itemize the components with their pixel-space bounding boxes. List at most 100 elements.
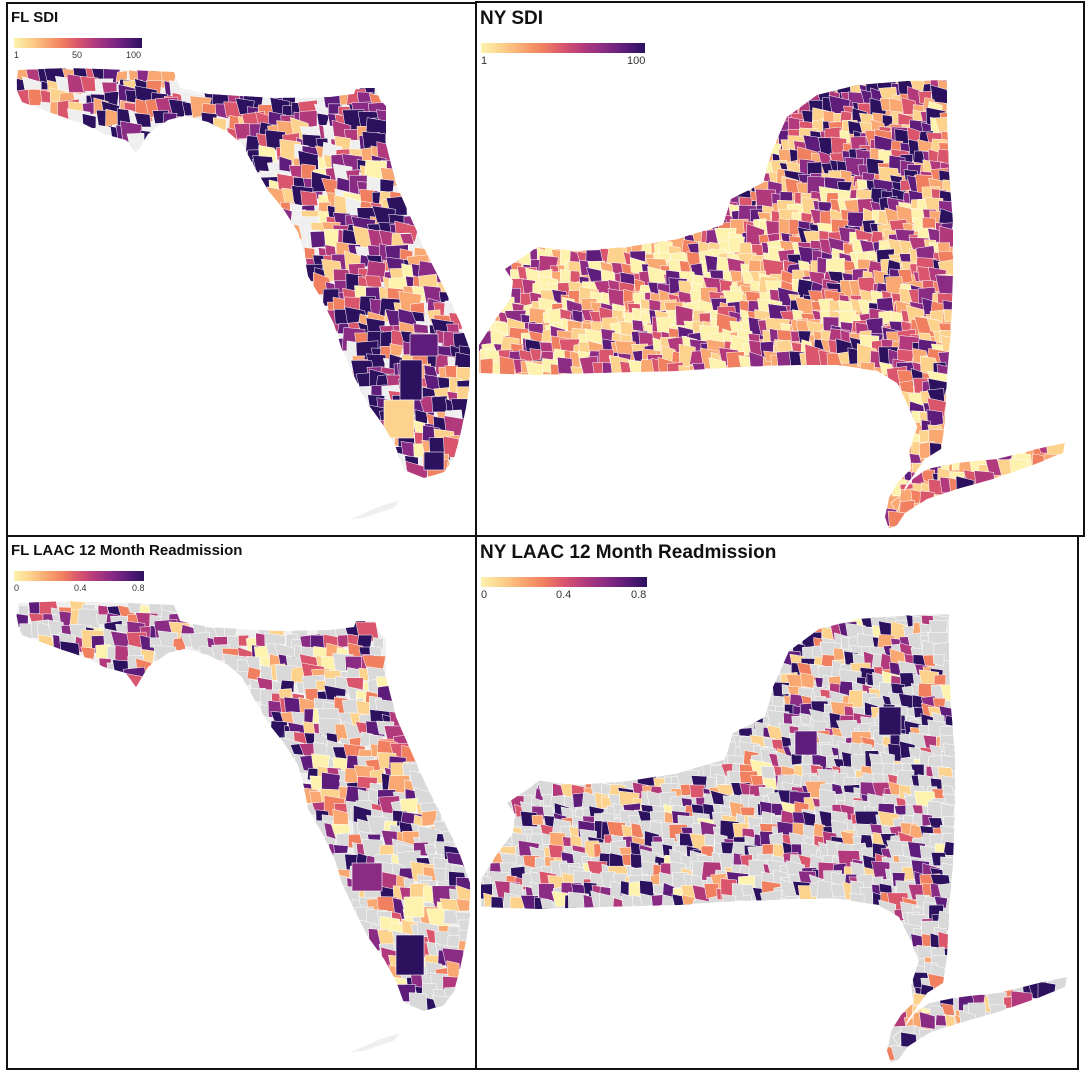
legend-gradient-bar (14, 571, 144, 581)
region-polygon (531, 814, 544, 826)
region-polygon (790, 753, 803, 766)
region-polygon (911, 462, 923, 474)
region-polygon (570, 366, 584, 377)
region-polygon (896, 348, 916, 363)
fl-laac-panel: FL LAAC 12 Month Readmission 0 0.4 0.8 (6, 535, 478, 1070)
legend-gradient-bar (14, 38, 142, 48)
region-polygon (922, 654, 936, 667)
region-polygon (932, 653, 945, 667)
region-polygon (379, 178, 395, 193)
region-polygon (632, 319, 644, 332)
region-polygon (973, 470, 996, 491)
region-polygon (721, 894, 737, 909)
ny-laac-panel: NY LAAC 12 Month Readmission 0 0.4 0.8 (475, 535, 1079, 1070)
new-york-choropleth-map (478, 79, 1066, 530)
region-polygon (403, 896, 425, 918)
region-polygon (423, 451, 445, 471)
region-polygon (300, 190, 319, 206)
region-polygon (399, 797, 419, 814)
region-polygon (943, 309, 956, 322)
new-york-choropleth-map (480, 613, 1068, 1064)
legend-tick: 0.4 (74, 583, 87, 593)
legend-gradient-bar (481, 43, 645, 53)
region-polygon (919, 1011, 936, 1030)
region-polygon (850, 298, 862, 313)
legend-tick: 100 (627, 55, 646, 67)
region-polygon (943, 816, 956, 828)
region-polygon (908, 453, 922, 464)
region-polygon (124, 673, 144, 694)
region-polygon (919, 490, 935, 508)
florida-choropleth-map (15, 600, 471, 1054)
legend-tick: 0.8 (132, 583, 145, 593)
region-polygon (715, 773, 727, 786)
ny-sdi-panel: NY SDI 1 100 (475, 1, 1085, 537)
region-polygon (557, 357, 573, 375)
region-polygon (395, 934, 425, 976)
legend-tick: 0.4 (556, 589, 572, 601)
region-polygons (479, 80, 1065, 529)
region-polygon (163, 112, 178, 127)
region-polygons (16, 601, 470, 1019)
region-polygon (759, 889, 782, 910)
region-polygon (943, 841, 958, 856)
region-polygon (444, 365, 459, 379)
region-polygon (518, 349, 534, 363)
region-polygon (408, 992, 429, 1014)
region-polygon (780, 878, 799, 898)
region-polygon (529, 348, 542, 361)
region-polygon (705, 776, 717, 789)
region-polygon (133, 112, 152, 128)
region-polygon (212, 117, 227, 131)
region-polygon (798, 260, 810, 271)
region-polygon (890, 1010, 907, 1027)
island-outline (347, 1032, 401, 1054)
region-polygon (152, 644, 177, 666)
region-polygon (937, 931, 956, 950)
region-polygon (691, 874, 705, 888)
region-polygon (366, 175, 382, 192)
legend-tick: 1 (14, 50, 20, 60)
region-polygon (1045, 436, 1065, 455)
region-polygon (126, 132, 145, 151)
region-polygon (666, 362, 684, 382)
region-polygon (860, 361, 875, 375)
region-polygon (540, 898, 555, 913)
fl-sdi-panel: FL SDI 1 50 100 (6, 2, 478, 537)
region-polygon (933, 674, 947, 686)
region-polygon (389, 343, 403, 357)
panel-title: FL LAAC 12 Month Readmission (11, 542, 243, 559)
panel-title: NY SDI (480, 8, 544, 29)
region-polygon (944, 714, 956, 727)
legend-tick: 1 (481, 55, 488, 67)
region-polygon (529, 307, 546, 324)
region-polygon (1010, 990, 1033, 1014)
legend-gradient-bar (481, 577, 647, 587)
region-polygon (455, 898, 470, 912)
region-polygon (704, 833, 715, 846)
region-polygon (37, 634, 55, 650)
panel-title: NY LAAC 12 Month Readmission (480, 542, 777, 563)
region-polygon (431, 395, 448, 414)
legend-tick: 100 (126, 50, 142, 60)
region-polygon (1009, 458, 1029, 478)
region-polygon (937, 910, 956, 930)
region-polygons (16, 68, 470, 486)
region-polygon (542, 806, 555, 817)
region-polygon (1037, 981, 1056, 1001)
region-polygon (741, 884, 754, 897)
panel-title: FL SDI (11, 9, 59, 26)
region-polygon (678, 364, 690, 376)
region-polygon (316, 112, 330, 127)
region-polygon (703, 883, 719, 899)
island-outline (347, 499, 401, 521)
region-polygon (691, 362, 706, 375)
region-polygon (799, 712, 811, 725)
region-polygon (105, 108, 118, 128)
region-polygons (481, 614, 1067, 1063)
region-polygon (38, 101, 52, 117)
region-polygon (399, 233, 415, 245)
region-polygon (878, 706, 902, 736)
legend-tick: 0.8 (631, 589, 647, 601)
region-polygon (799, 672, 815, 689)
